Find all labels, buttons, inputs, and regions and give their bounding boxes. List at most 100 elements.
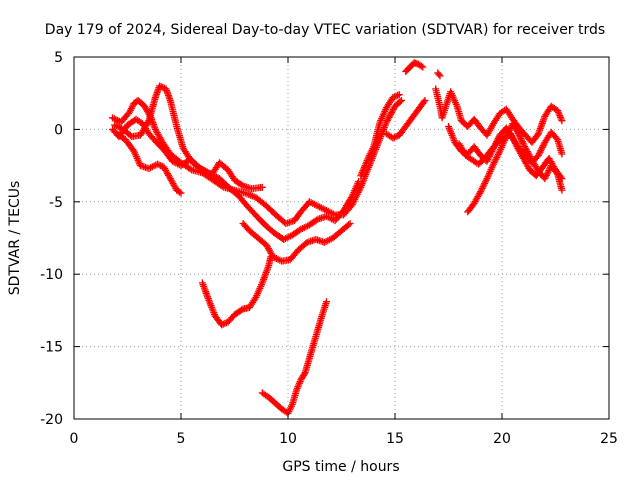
data-point xyxy=(509,135,517,143)
x-tick-label: 25 xyxy=(600,431,618,447)
data-point xyxy=(558,175,566,183)
data-point xyxy=(538,143,546,151)
data-point xyxy=(392,133,400,141)
series-track-7 xyxy=(258,298,331,417)
data-point xyxy=(396,98,404,106)
data-point xyxy=(515,131,523,139)
data-point xyxy=(519,139,527,147)
data-point xyxy=(493,154,501,162)
data-point xyxy=(435,70,443,78)
tick-marks xyxy=(73,56,610,420)
data-point xyxy=(219,320,227,328)
data-point xyxy=(397,96,405,104)
data-point xyxy=(212,173,220,181)
data-point xyxy=(489,160,497,168)
data-point xyxy=(491,157,499,165)
y-tick-label: 5 xyxy=(54,50,63,66)
data-point xyxy=(436,72,444,80)
data-point xyxy=(390,133,398,141)
y-tick-label: -5 xyxy=(49,195,63,211)
data-point xyxy=(323,298,331,306)
series-track-10 xyxy=(402,59,427,75)
data-point xyxy=(493,152,501,160)
y-tick-label: -20 xyxy=(40,412,63,428)
data-point xyxy=(346,220,354,228)
data-point xyxy=(345,221,353,229)
data-point xyxy=(389,94,397,102)
data-point xyxy=(534,151,542,159)
data-point xyxy=(494,150,502,158)
x-axis-tick-labels: 0 5 10 15 20 25 xyxy=(70,431,618,447)
data-point xyxy=(520,141,528,149)
data-point xyxy=(156,82,164,90)
data-point xyxy=(389,134,397,142)
data-point xyxy=(300,370,308,378)
series-track-4 xyxy=(113,130,185,197)
data-point xyxy=(518,138,526,146)
data-point xyxy=(157,162,165,170)
data-point xyxy=(544,168,552,176)
plot-frame xyxy=(73,56,610,420)
data-point xyxy=(490,159,498,167)
data-point xyxy=(535,150,543,158)
data-point xyxy=(176,188,184,196)
chart-title: Day 179 of 2024, Sidereal Day-to-day VTE… xyxy=(45,22,605,38)
data-point xyxy=(355,178,363,186)
data-point xyxy=(508,133,516,141)
data-point xyxy=(541,175,549,183)
data-point xyxy=(238,181,246,189)
data-point xyxy=(539,142,547,150)
data-point xyxy=(557,173,565,181)
data-point xyxy=(542,171,550,179)
data-point xyxy=(481,178,489,186)
data-point xyxy=(517,134,525,142)
series-track-11 xyxy=(434,69,444,80)
data-point xyxy=(392,92,400,100)
x-axis-label: GPS time / hours xyxy=(282,459,399,475)
data-point xyxy=(420,98,428,106)
data-point xyxy=(537,147,545,155)
series-track-3 xyxy=(111,82,266,193)
data-point xyxy=(558,150,566,158)
data-point xyxy=(538,145,546,153)
y-tick-label: -10 xyxy=(40,267,63,283)
data-point xyxy=(238,306,246,314)
data-point xyxy=(558,117,566,125)
data-point xyxy=(144,118,152,126)
data-point xyxy=(479,183,487,191)
data-point xyxy=(221,319,229,327)
data-point xyxy=(492,155,500,163)
data-point xyxy=(477,188,485,196)
data-point xyxy=(186,165,194,173)
series-track-12 xyxy=(432,85,566,146)
data-point xyxy=(536,148,544,156)
data-point xyxy=(495,149,503,157)
x-tick-label: 15 xyxy=(386,431,404,447)
data-point xyxy=(511,140,519,148)
data-point xyxy=(478,184,486,192)
data-point xyxy=(543,170,551,178)
data-point xyxy=(542,173,550,181)
data-point xyxy=(159,83,167,91)
series-track-5 xyxy=(239,220,354,265)
data-point xyxy=(518,136,526,144)
data-point xyxy=(481,180,489,188)
data-point xyxy=(516,133,524,141)
data-point xyxy=(507,131,515,139)
data-point xyxy=(507,130,515,138)
data-point xyxy=(558,186,566,194)
data-point xyxy=(267,253,275,261)
x-tick-label: 5 xyxy=(177,431,186,447)
x-tick-label: 10 xyxy=(279,431,297,447)
data-point xyxy=(153,160,161,168)
data-point xyxy=(477,186,485,194)
y-axis-label: SDTVAR / TECUs xyxy=(7,181,23,296)
data-point xyxy=(419,63,427,71)
data-point xyxy=(155,161,163,169)
data-point xyxy=(394,91,402,99)
x-tick-label: 0 xyxy=(70,431,79,447)
x-tick-label: 20 xyxy=(493,431,511,447)
data-point xyxy=(511,138,519,146)
data-point xyxy=(480,181,488,189)
